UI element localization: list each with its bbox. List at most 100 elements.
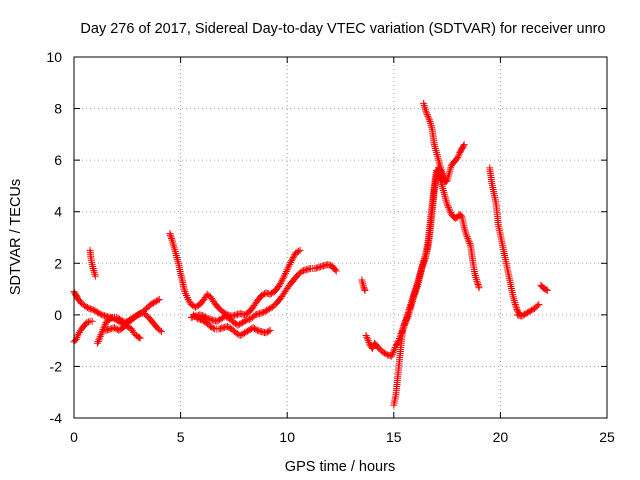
plot-frame xyxy=(73,56,608,419)
data-point xyxy=(362,331,370,339)
data-point xyxy=(240,318,248,326)
data-point xyxy=(90,268,98,276)
data-point xyxy=(435,158,443,166)
data-point xyxy=(421,103,429,111)
data-point xyxy=(135,333,143,341)
y-axis-title: SDTVAR / TECUs xyxy=(8,179,24,295)
data-point xyxy=(116,325,124,333)
data-point xyxy=(277,278,285,286)
data-point xyxy=(234,321,242,329)
data-point xyxy=(237,319,245,327)
data-point xyxy=(364,337,372,345)
data-point xyxy=(187,301,195,309)
data-point xyxy=(166,230,174,238)
data-point xyxy=(432,146,440,154)
data-point xyxy=(445,169,453,177)
data-point xyxy=(150,299,158,307)
y-tick-label: 4 xyxy=(54,204,62,220)
series-arc-7 xyxy=(189,311,274,339)
data-point xyxy=(461,227,469,235)
data-point xyxy=(293,248,301,256)
data-point xyxy=(156,326,164,334)
data-point xyxy=(403,316,411,324)
data-point xyxy=(425,114,433,122)
data-point xyxy=(217,315,225,323)
data-point xyxy=(289,254,297,262)
data-point xyxy=(96,310,104,318)
data-point xyxy=(526,307,534,315)
data-point xyxy=(389,349,397,357)
data-point xyxy=(434,154,442,162)
data-point xyxy=(89,263,97,271)
data-point xyxy=(422,107,430,115)
data-point xyxy=(98,327,106,335)
y-tick-label: 8 xyxy=(54,101,62,117)
data-point xyxy=(359,282,367,290)
data-point xyxy=(281,269,289,277)
data-point xyxy=(441,192,449,200)
data-point xyxy=(522,310,530,318)
data-point xyxy=(266,290,274,298)
data-point xyxy=(250,312,258,320)
data-point xyxy=(260,308,268,316)
y-tick-labels: -4 -2 0 2 4 6 8 10 xyxy=(46,49,62,426)
data-point xyxy=(512,304,520,312)
data-point xyxy=(442,196,450,204)
data-point xyxy=(166,231,174,239)
data-point xyxy=(543,286,551,294)
data-point xyxy=(241,311,249,319)
data-point xyxy=(232,329,240,337)
data-point xyxy=(90,266,98,274)
data-point xyxy=(111,324,119,332)
data-point xyxy=(409,295,417,303)
x-tick-label: 15 xyxy=(386,429,402,445)
data-point xyxy=(365,338,373,346)
data-point xyxy=(213,317,221,325)
y-tick-label: -2 xyxy=(50,358,63,374)
y-tick-label: -4 xyxy=(50,410,63,426)
data-point xyxy=(265,327,273,335)
data-point xyxy=(283,266,291,274)
data-point xyxy=(521,310,529,318)
data-point xyxy=(472,275,480,283)
data-point xyxy=(445,205,453,213)
data-point xyxy=(442,194,450,202)
data-point xyxy=(219,308,227,316)
data-point xyxy=(84,318,92,326)
data-point xyxy=(266,326,274,334)
data-point xyxy=(473,277,481,285)
data-point xyxy=(358,278,366,286)
x-tick-label: 0 xyxy=(70,429,78,445)
data-point xyxy=(404,313,412,321)
data-point xyxy=(412,287,420,295)
data-point xyxy=(533,302,541,310)
data-point xyxy=(132,312,140,320)
data-point xyxy=(542,286,550,294)
data-point xyxy=(471,272,479,280)
data-point xyxy=(263,328,271,336)
data-point xyxy=(331,266,339,274)
data-point xyxy=(91,270,99,278)
data-point xyxy=(430,141,438,149)
data-point xyxy=(457,212,465,220)
data-point xyxy=(278,276,286,284)
data-point xyxy=(512,302,520,310)
data-point xyxy=(104,316,112,324)
data-point xyxy=(82,303,90,311)
data-point xyxy=(117,316,125,324)
data-point xyxy=(193,302,201,310)
data-point xyxy=(148,300,156,308)
data-point xyxy=(358,276,366,284)
data-point xyxy=(439,172,447,180)
data-point xyxy=(445,203,453,211)
data-point xyxy=(296,246,304,254)
data-point xyxy=(285,262,293,270)
data-point xyxy=(465,238,473,246)
data-point xyxy=(252,325,260,333)
data-point xyxy=(432,148,440,156)
data-point xyxy=(453,155,461,163)
data-point xyxy=(461,225,469,233)
data-point xyxy=(123,319,131,327)
series-arc-8 xyxy=(187,261,340,329)
